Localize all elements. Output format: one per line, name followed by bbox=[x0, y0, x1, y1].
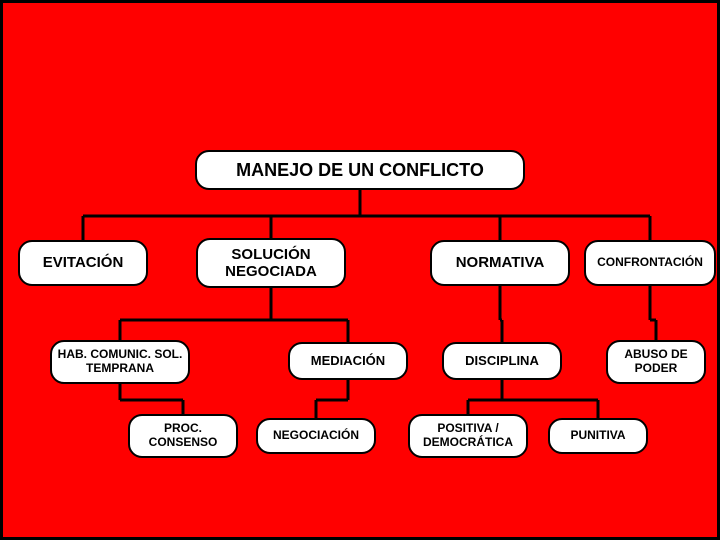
node-hab-comunic: HAB. COMUNIC. SOL. TEMPRANA bbox=[50, 340, 190, 384]
node-label: CONFRONTACIÓN bbox=[597, 256, 703, 270]
node-label: DISCIPLINA bbox=[465, 354, 539, 369]
node-mediacion: MEDIACIÓN bbox=[288, 342, 408, 380]
node-root: MANEJO DE UN CONFLICTO bbox=[195, 150, 525, 190]
node-label: PUNITIVA bbox=[570, 429, 625, 443]
node-label: PROC. CONSENSO bbox=[134, 422, 232, 450]
node-normativa: NORMATIVA bbox=[430, 240, 570, 286]
node-label: NEGOCIACIÓN bbox=[273, 429, 359, 443]
node-positiva: POSITIVA / DEMOCRÁTICA bbox=[408, 414, 528, 458]
node-evitacion: EVITACIÓN bbox=[18, 240, 148, 286]
node-solucion-negociada: SOLUCIÓN NEGOCIADA bbox=[196, 238, 346, 288]
node-label: NORMATIVA bbox=[456, 254, 545, 271]
node-punitiva: PUNITIVA bbox=[548, 418, 648, 454]
node-label: EVITACIÓN bbox=[43, 254, 124, 271]
node-label: MEDIACIÓN bbox=[311, 354, 385, 369]
node-negociacion: NEGOCIACIÓN bbox=[256, 418, 376, 454]
node-abuso-poder: ABUSO DE PODER bbox=[606, 340, 706, 384]
node-label: MANEJO DE UN CONFLICTO bbox=[236, 160, 484, 181]
node-label: ABUSO DE PODER bbox=[612, 348, 700, 376]
node-label: SOLUCIÓN NEGOCIADA bbox=[202, 246, 340, 281]
node-label: POSITIVA / DEMOCRÁTICA bbox=[414, 422, 522, 450]
node-proc-consenso: PROC. CONSENSO bbox=[128, 414, 238, 458]
diagram-canvas: MANEJO DE UN CONFLICTO EVITACIÓN SOLUCIÓ… bbox=[0, 0, 720, 540]
node-label: HAB. COMUNIC. SOL. TEMPRANA bbox=[56, 348, 184, 376]
node-disciplina: DISCIPLINA bbox=[442, 342, 562, 380]
node-confrontacion: CONFRONTACIÓN bbox=[584, 240, 716, 286]
